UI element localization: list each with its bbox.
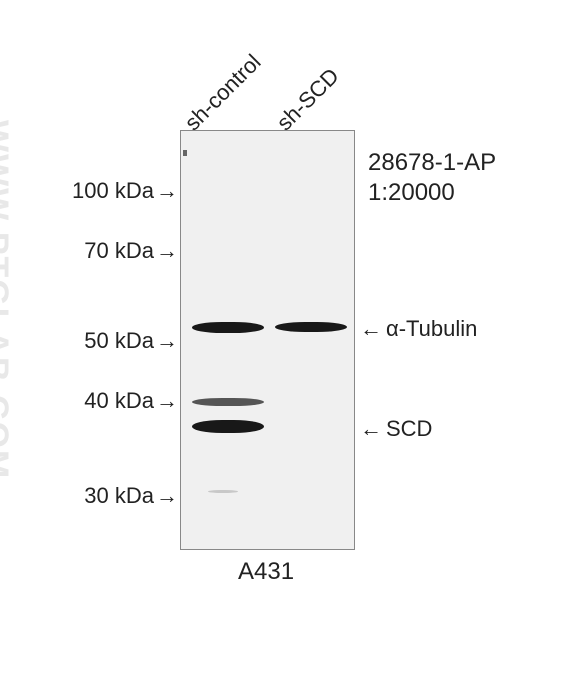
figure-container: WWW.PTGLAB.COM sh-control sh-SCD 100 kDa… [0, 0, 580, 680]
blot-membrane [180, 130, 355, 550]
cell-line-label: A431 [238, 558, 294, 586]
arrow-left-icon: ← [360, 316, 382, 342]
marker-40kda: 40 kDa → [0, 388, 178, 414]
arrow-right-icon: → [156, 388, 178, 414]
arrow-right-icon: → [156, 178, 178, 204]
antibody-catalog: 28678-1-AP [368, 148, 496, 178]
marker-label: 50 kDa [84, 328, 154, 354]
marker-label: 100 kDa [72, 178, 154, 204]
arrow-right-icon: → [156, 483, 178, 509]
artifact-faint-band [208, 490, 238, 493]
marker-label: 70 kDa [84, 238, 154, 264]
band-label-text: SCD [386, 416, 432, 442]
marker-50kda: 50 kDa → [0, 328, 178, 354]
band-label-tubulin: ← α-Tubulin [360, 316, 477, 342]
band-label-scd: ← SCD [360, 416, 432, 442]
arrow-right-icon: → [156, 238, 178, 264]
band-scd-lane1 [192, 420, 264, 433]
watermark-text: WWW.PTGLAB.COM [0, 120, 15, 480]
band-tubulin-lane2 [275, 322, 347, 332]
band-scd-upper-lane1 [192, 398, 264, 406]
marker-30kda: 30 kDa → [0, 483, 178, 509]
marker-label: 40 kDa [84, 388, 154, 414]
marker-100kda: 100 kDa → [0, 178, 178, 204]
band-tubulin-lane1 [192, 322, 264, 333]
artifact-dot [183, 150, 187, 156]
antibody-dilution: 1:20000 [368, 178, 496, 208]
arrow-right-icon: → [156, 328, 178, 354]
band-label-text: α-Tubulin [386, 316, 477, 342]
lane-label-sh-control: sh-control [180, 49, 267, 136]
marker-70kda: 70 kDa → [0, 238, 178, 264]
arrow-left-icon: ← [360, 416, 382, 442]
marker-label: 30 kDa [84, 483, 154, 509]
antibody-info: 28678-1-AP 1:20000 [368, 148, 496, 208]
lane-label-sh-scd: sh-SCD [272, 63, 345, 136]
